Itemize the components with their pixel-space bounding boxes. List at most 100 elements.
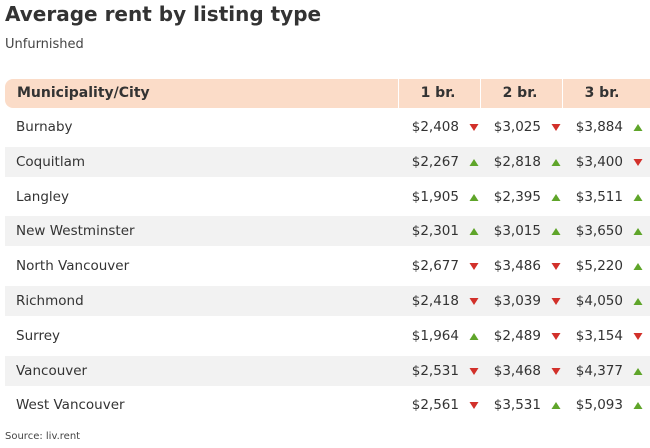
arrow-down [633, 332, 643, 340]
rent-value: $2,677 [411, 258, 459, 275]
city-name: Langley [16, 188, 69, 205]
table-row: North Vancouver $2,677 $3,486 $5,220 [5, 251, 650, 281]
arrow-down [551, 263, 561, 271]
rent-value: $2,489 [493, 327, 541, 344]
arrow-down [469, 298, 479, 305]
arrow-up [633, 263, 643, 271]
rent-value: $2,408 [411, 119, 459, 135]
arrow-up [469, 228, 479, 236]
arrow-down [469, 367, 479, 375]
table-row: Surrey $1,964 $2,489 $3,154 [5, 321, 650, 351]
table-row: West Vancouver $2,561 $3,531 $5,093 [5, 390, 650, 420]
city-name: West Vancouver [16, 397, 125, 414]
table-row: Coquitlam $2,267 $2,818 $3,400 [5, 146, 650, 177]
trend-arrow [551, 228, 561, 236]
rent-value: $3,039 [493, 293, 541, 309]
column-header: 3 br. [584, 85, 620, 101]
trend-arrow [633, 193, 643, 201]
city-name: New Westminster [16, 223, 135, 240]
table-row: Langley $1,905 $2,395 $3,511 [5, 182, 650, 212]
trend-arrow [469, 367, 479, 375]
rent-value: $3,400 [575, 153, 623, 170]
trend-arrow [551, 367, 561, 375]
rent-value: $3,486 [493, 258, 541, 275]
table-row: Burnaby $2,408 $3,025 $3,884 [5, 112, 650, 142]
arrow-up [551, 158, 561, 166]
trend-arrow [469, 263, 479, 271]
city-name: Vancouver [16, 362, 88, 379]
column-separator [480, 79, 481, 108]
column-separator [398, 79, 399, 108]
rent-value: $3,025 [493, 119, 541, 135]
rent-value: $2,395 [493, 188, 541, 205]
trend-arrow [469, 158, 479, 166]
column-header: 2 br. [502, 85, 538, 101]
arrow-down [551, 332, 561, 340]
source: Source: liv.rent [5, 431, 81, 442]
rent-value: $3,531 [493, 397, 541, 414]
rent-value: $3,154 [575, 327, 623, 344]
arrow-down [633, 158, 643, 166]
city-name: Richmond [16, 293, 84, 309]
rent-value: $2,531 [411, 362, 459, 379]
arrow-up [551, 402, 561, 410]
arrow-up [551, 193, 561, 201]
trend-arrow [469, 332, 479, 340]
rent-value: $3,468 [493, 362, 541, 379]
arrow-up [469, 158, 479, 166]
rent-value: $3,650 [575, 223, 623, 240]
arrow-down [551, 298, 561, 305]
arrow-up [633, 298, 643, 305]
arrow-up [633, 367, 643, 375]
rent-value: $5,093 [575, 397, 623, 414]
trend-arrow [633, 367, 643, 375]
title: Average rent by listing type [5, 2, 322, 26]
city-name: Surrey [16, 327, 60, 344]
arrow-down [551, 367, 561, 375]
trend-arrow [551, 193, 561, 201]
rent-value: $4,377 [575, 362, 623, 379]
city-name: North Vancouver [16, 258, 130, 275]
trend-arrow [633, 124, 643, 131]
arrow-up [469, 193, 479, 201]
arrow-down [469, 124, 479, 131]
column-separator [562, 79, 563, 108]
rent-value: $2,418 [411, 293, 459, 309]
trend-arrow [551, 158, 561, 166]
trend-arrow [551, 263, 561, 271]
city-name: Coquitlam [16, 153, 86, 170]
trend-arrow [633, 332, 643, 340]
arrow-up [633, 193, 643, 201]
rent-value: $2,267 [411, 153, 459, 170]
arrow-down [469, 263, 479, 271]
trend-arrow [469, 193, 479, 201]
rent-value: $1,905 [411, 188, 459, 205]
trend-arrow [469, 298, 479, 305]
table-row: Richmond $2,418 $3,039 $4,050 [5, 286, 650, 316]
rent-value: $3,015 [493, 223, 541, 240]
trend-arrow [633, 402, 643, 410]
rent-value: $3,511 [575, 188, 623, 205]
arrow-up [633, 228, 643, 236]
trend-arrow [469, 124, 479, 131]
table-row: Vancouver $2,531 $3,468 $4,377 [5, 355, 650, 386]
trend-arrow [633, 298, 643, 305]
trend-arrow [633, 263, 643, 271]
trend-arrow [551, 298, 561, 305]
arrow-up [469, 332, 479, 340]
trend-arrow [551, 332, 561, 340]
rent-value: $2,561 [411, 397, 459, 414]
arrow-up [633, 402, 643, 410]
arrow-up [633, 124, 643, 131]
trend-arrow [633, 228, 643, 236]
arrow-down [551, 124, 561, 131]
trend-arrow [469, 228, 479, 236]
city-name: Burnaby [16, 119, 73, 135]
rent-value: $2,818 [493, 153, 541, 170]
column-header: 1 br. [420, 85, 456, 101]
arrow-down [469, 402, 479, 410]
rent-value: $3,884 [575, 119, 623, 135]
rent-value: $4,050 [575, 293, 623, 309]
trend-arrow [551, 402, 561, 410]
